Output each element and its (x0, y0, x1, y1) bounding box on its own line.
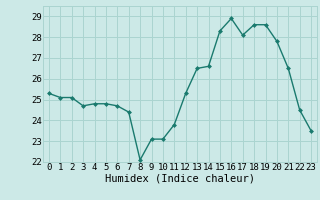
X-axis label: Humidex (Indice chaleur): Humidex (Indice chaleur) (105, 174, 255, 184)
